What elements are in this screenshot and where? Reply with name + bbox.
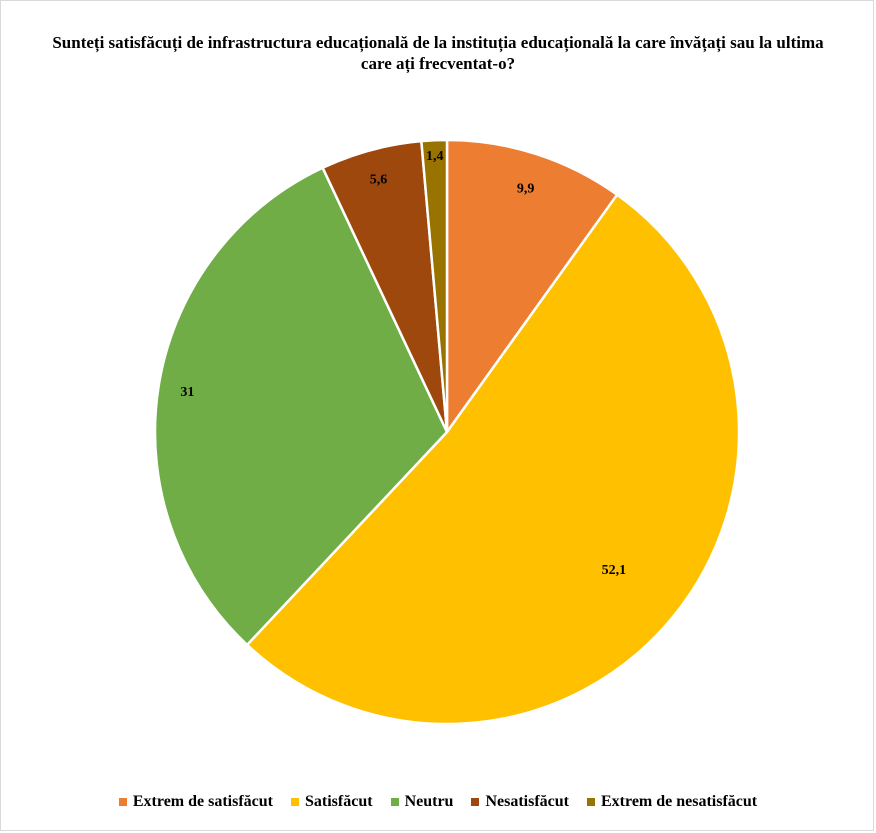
legend-item-2: Satisfăcut [291,793,373,811]
legend-label: Extrem de satisfăcut [132,793,273,810]
legend-label: Extrem de nesatisfăcut [601,793,758,810]
legend-swatch [471,798,480,806]
legend-swatch [118,798,127,806]
pie-slice-2 [245,192,741,726]
chart-legend: Extrem de satisfăcut Satisfăcut Neutru Nesa… [0,793,876,811]
chart-title: Sunteți satisfăcuți de infrastructura ed… [52,33,824,73]
legend-swatch [390,798,399,806]
data-label-1: 9,9 [517,181,535,196]
pie-slice-1 [445,138,619,436]
pie-slices [153,138,741,726]
pie-slice-5 [419,138,449,433]
legend-swatch [587,798,595,806]
data-label-3: 31 [180,385,194,400]
legend-item-5: Extrem de nesatisfăcut [587,793,757,811]
data-label-2: 52,1 [602,563,627,578]
legend-label: Nesatisfăcut [485,793,569,810]
data-label-4: 5,6 [370,172,388,187]
legend-item-1: Extrem de satisfăcut [118,793,273,811]
legend-swatch [291,798,299,806]
pie-slice-3 [153,166,449,647]
legend-label: Neutru [404,793,454,810]
pie-data-labels: 9,9 52,1 31 5,6 1,4 [180,149,626,578]
legend-label: Satisfăcut [305,793,373,810]
pie-chart: 9,9 52,1 31 5,6 1,4 [153,138,741,726]
data-label-5: 1,4 [426,149,444,164]
legend-item-3: Neutru [390,793,454,811]
legend-item-4: Nesatisfăcut [471,793,569,811]
